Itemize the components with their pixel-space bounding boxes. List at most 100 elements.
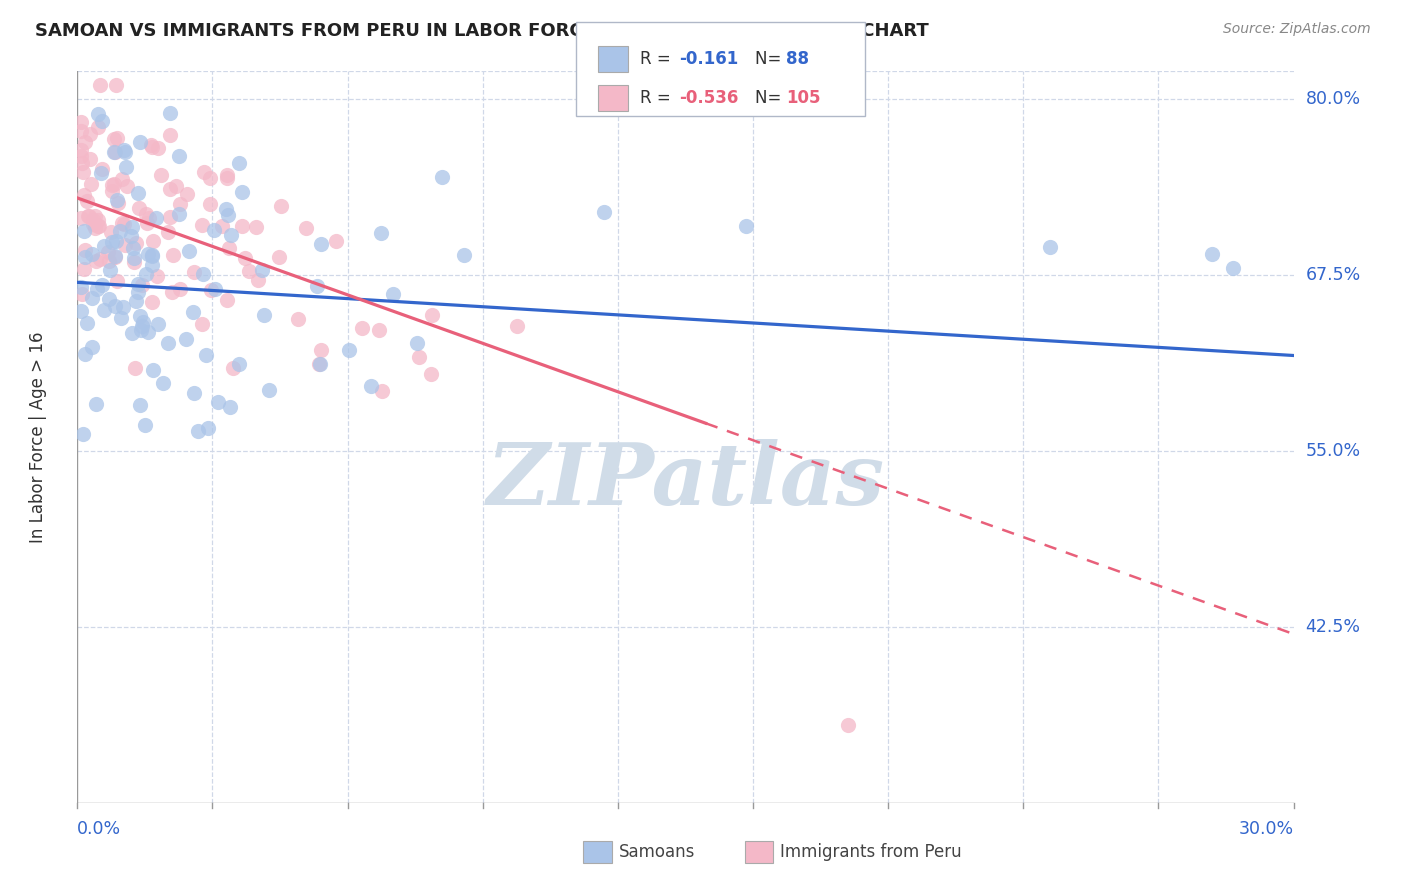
Point [207, 395, 229, 409]
Point [200, 283, 222, 297]
Point [104, 78, 127, 93]
Point [101, 178, 124, 192]
Point [80, 247, 103, 261]
Point [105, 274, 128, 288]
Point [176, 186, 198, 201]
Point [135, 207, 157, 221]
Text: 105: 105 [786, 89, 821, 107]
Point [97, 245, 120, 260]
Point [82, 291, 104, 305]
Point [136, 247, 159, 261]
Point [111, 172, 134, 186]
Point [73, 224, 96, 238]
Point [120, 229, 142, 244]
Point [84, 253, 107, 268]
Point [86, 282, 108, 296]
Point [90, 113, 112, 128]
Point [129, 398, 152, 412]
Point [181, 305, 204, 319]
Text: R =: R = [640, 89, 676, 107]
Point [101, 184, 124, 198]
Point [100, 235, 122, 249]
Point [103, 132, 125, 146]
Point [202, 223, 225, 237]
Point [231, 219, 253, 233]
Point [127, 285, 149, 299]
Point [112, 143, 135, 157]
Point [132, 315, 155, 329]
Point [360, 379, 382, 393]
Point [149, 168, 172, 182]
Point [128, 310, 150, 324]
Text: SAMOAN VS IMMIGRANTS FROM PERU IN LABOR FORCE | AGE > 16 CORRELATION CHART: SAMOAN VS IMMIGRANTS FROM PERU IN LABOR … [35, 22, 929, 40]
Point [141, 250, 163, 264]
Point [146, 141, 169, 155]
Point [159, 128, 181, 142]
Point [141, 248, 163, 262]
Point [157, 335, 180, 350]
Point [105, 130, 128, 145]
Point [169, 197, 191, 211]
Point [420, 368, 443, 382]
Point [406, 336, 429, 351]
Point [86, 106, 108, 120]
Point [100, 225, 122, 239]
Point [309, 237, 332, 252]
Point [90, 166, 112, 180]
Point [219, 227, 242, 242]
Point [593, 205, 616, 219]
Point [70, 303, 93, 318]
Point [146, 317, 169, 331]
Point [257, 383, 280, 397]
Text: In Labor Force | Age > 16: In Labor Force | Age > 16 [30, 331, 48, 543]
Point [159, 106, 181, 120]
Point [138, 211, 160, 226]
Point [104, 145, 127, 160]
Point [325, 235, 347, 249]
Point [247, 273, 270, 287]
Point [217, 168, 239, 182]
Point [162, 247, 184, 261]
Point [131, 277, 153, 292]
Text: Immigrants from Peru: Immigrants from Peru [780, 843, 962, 861]
Point [98, 263, 121, 277]
Point [70, 156, 93, 170]
Point [122, 254, 145, 268]
Point [127, 186, 149, 200]
Point [215, 202, 238, 217]
Point [103, 145, 125, 159]
Text: 42.5%: 42.5% [1306, 618, 1361, 636]
Point [193, 165, 215, 179]
Point [72, 165, 94, 179]
Point [121, 326, 143, 341]
Point [367, 323, 389, 337]
Point [211, 219, 233, 233]
Point [70, 115, 93, 129]
Point [308, 357, 330, 371]
Point [139, 138, 162, 153]
Point [169, 281, 191, 295]
Text: ZIPatlas: ZIPatlas [486, 439, 884, 523]
Point [253, 308, 276, 322]
Point [73, 261, 96, 276]
Text: -0.161: -0.161 [679, 50, 738, 68]
Point [135, 267, 157, 281]
Point [1039, 240, 1062, 254]
Point [70, 211, 93, 225]
Point [422, 309, 444, 323]
Point [93, 238, 115, 252]
Text: 30.0%: 30.0% [1239, 820, 1294, 838]
Point [89, 219, 111, 234]
Point [122, 251, 145, 265]
Point [167, 149, 190, 163]
Point [125, 235, 148, 250]
Point [837, 718, 859, 732]
Point [453, 247, 475, 261]
Text: 0.0%: 0.0% [77, 820, 121, 838]
Point [141, 294, 163, 309]
Point [125, 293, 148, 308]
Point [87, 120, 110, 134]
Point [1201, 247, 1223, 261]
Point [228, 357, 250, 371]
Point [89, 78, 111, 93]
